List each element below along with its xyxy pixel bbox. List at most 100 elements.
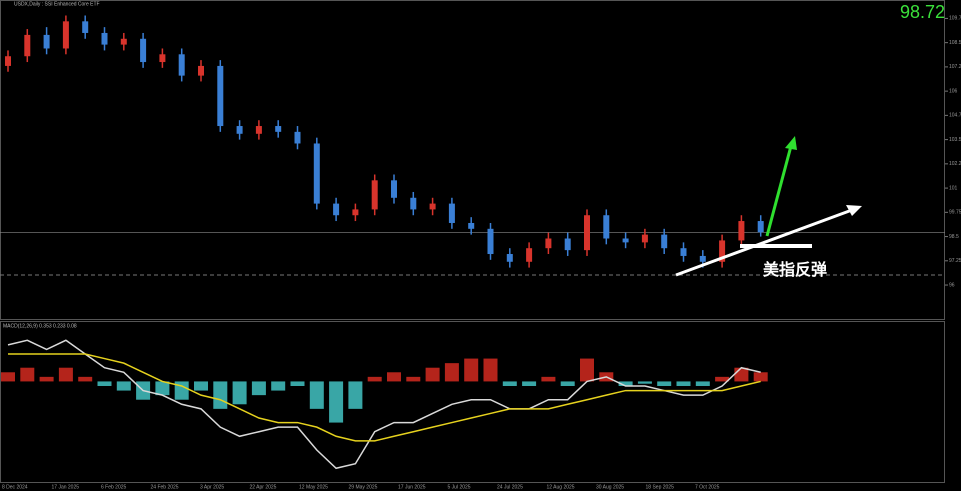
candle-body <box>275 126 282 132</box>
histogram-bar <box>425 367 440 382</box>
histogram-bar <box>444 363 459 382</box>
histogram-bar <box>695 381 710 386</box>
candle-body <box>661 234 668 249</box>
histogram-bar <box>58 367 73 382</box>
candle-body <box>757 221 764 233</box>
candle-body <box>159 54 166 63</box>
candle-body <box>255 126 262 134</box>
candle-body <box>641 234 648 243</box>
up-arrow <box>765 145 793 237</box>
x-tick-label: 17 Jun 2025 <box>398 484 426 490</box>
x-tick-label: 24 Feb 2025 <box>151 484 179 490</box>
histogram-bar <box>406 376 421 382</box>
y-tick-label: 99.75 <box>949 210 961 216</box>
candle-body <box>410 197 417 210</box>
candle-body <box>178 54 185 76</box>
histogram-bar <box>271 381 286 391</box>
x-tick-label: 30 Aug 2025 <box>596 484 624 490</box>
candle-body <box>391 180 397 198</box>
histogram-bar <box>97 381 112 386</box>
candle-body <box>545 238 552 249</box>
candle-body <box>313 143 320 204</box>
y-tick-label: 98.5 <box>949 234 959 240</box>
y-tick-label: 96 <box>949 282 955 288</box>
histogram-bar <box>522 381 537 386</box>
x-tick-label: 12 May 2025 <box>299 484 328 490</box>
price-panel <box>0 0 945 320</box>
histogram-bar <box>618 381 633 386</box>
annotation: 美指反弹 <box>763 260 827 279</box>
y-tick-label: 104.75 <box>949 113 961 119</box>
x-tick-label: 18 Sep 2025 <box>646 484 675 490</box>
candle-body <box>140 38 147 63</box>
trend-arrow-head <box>846 205 862 216</box>
x-tick-label: 17 Jan 2025 <box>52 484 80 490</box>
candle-body <box>5 56 11 66</box>
histogram-bar <box>116 381 131 391</box>
histogram-bar <box>290 381 305 386</box>
histogram-bar <box>464 358 479 382</box>
histogram-bar <box>251 381 266 396</box>
indicator-panel <box>0 321 945 483</box>
x-tick-label: 8 Dec 2024 <box>2 484 28 490</box>
candle-body <box>24 34 31 57</box>
candle-body <box>352 209 359 216</box>
histogram-bar <box>329 381 344 423</box>
x-tick-label: 29 May 2025 <box>349 484 378 490</box>
histogram-bar <box>580 358 594 382</box>
histogram-bar <box>20 367 35 382</box>
candle-body <box>506 254 513 262</box>
indicator-title: MACD(12,26,9) 0.353 0.233 0.08 <box>3 323 77 329</box>
x-tick-label: 22 Apr 2025 <box>250 484 277 490</box>
candle-body <box>738 221 745 241</box>
x-tick-label: 12 Aug 2025 <box>547 484 575 490</box>
histogram-bar <box>194 381 208 391</box>
histogram-bar <box>155 381 170 396</box>
candle-body <box>564 238 571 251</box>
x-tick-label: 24 Jul 2025 <box>497 484 523 490</box>
histogram-bar <box>348 381 363 409</box>
x-tick-label: 5 Jul 2025 <box>448 484 471 490</box>
x-tick-label: 6 Feb 2025 <box>101 484 127 490</box>
candle-body <box>120 38 127 45</box>
candle-body <box>217 65 224 127</box>
indicator-line <box>7 339 761 470</box>
candle-body <box>198 65 204 76</box>
histogram-bar <box>541 376 556 382</box>
trend-arrow <box>675 208 853 277</box>
candle-body <box>429 203 436 210</box>
y-tick-label: 101 <box>949 185 958 191</box>
candle-body <box>294 131 301 144</box>
up-arrow-head <box>785 136 797 150</box>
x-tick-label: 3 Apr 2025 <box>200 484 224 490</box>
chart-header: USDX,Daily : SSI Enhanced Core ETF <box>14 1 100 7</box>
y-tick-label: 102.25 <box>949 161 961 167</box>
candle-body <box>584 215 590 251</box>
histogram-bar <box>309 381 324 409</box>
histogram-bar <box>676 381 691 386</box>
indicator-line <box>8 353 761 442</box>
histogram-bar <box>1 372 15 382</box>
x-tick-label: 7 Oct 2025 <box>695 484 720 490</box>
candle-body <box>719 240 726 262</box>
candle-body <box>371 180 378 210</box>
y-tick-label: 107.25 <box>949 64 961 70</box>
y-tick-label: 103.5 <box>949 137 961 143</box>
histogram-bar <box>502 381 517 386</box>
histogram-bar <box>213 381 228 409</box>
candle-body <box>468 222 475 229</box>
candle-body <box>236 126 243 134</box>
candle-body <box>622 238 629 243</box>
histogram-bar <box>657 381 672 386</box>
histogram-bar <box>753 372 768 382</box>
y-tick-label: 108.5 <box>949 40 961 46</box>
last-price: 98.72 <box>900 2 945 22</box>
histogram-bar <box>560 381 575 386</box>
candle-body <box>526 248 533 262</box>
histogram-bar <box>232 381 247 405</box>
y-tick-label: 97.25 <box>949 258 961 264</box>
histogram-bar <box>174 381 189 400</box>
candle-body <box>101 32 108 45</box>
